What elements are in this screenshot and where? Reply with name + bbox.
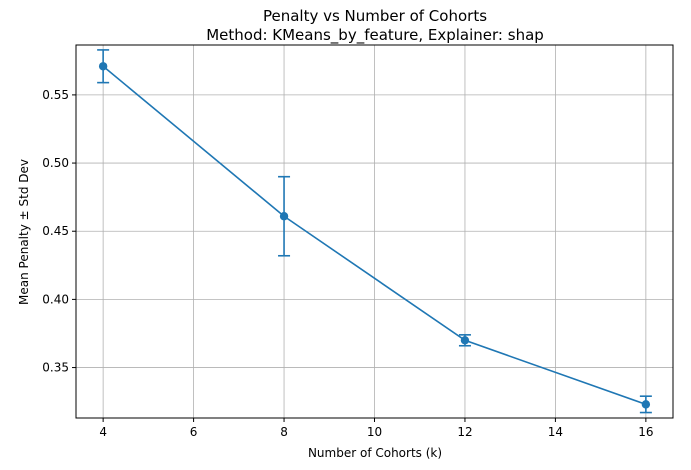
y-tick-label: 0.45 bbox=[42, 224, 69, 238]
chart-title: Penalty vs Number of Cohorts bbox=[263, 7, 487, 25]
data-point bbox=[460, 336, 470, 345]
data-point bbox=[641, 400, 651, 409]
x-tick-label: 14 bbox=[548, 425, 563, 439]
x-tick-label: 6 bbox=[190, 425, 198, 439]
y-axis-label: Mean Penalty ± Std Dev bbox=[17, 159, 31, 305]
y-tick-label: 0.55 bbox=[42, 88, 69, 102]
x-tick-label: 12 bbox=[457, 425, 472, 439]
series-layer bbox=[97, 49, 652, 414]
y-tick-label: 0.40 bbox=[42, 292, 69, 306]
data-point bbox=[98, 62, 108, 71]
x-tick-label: 10 bbox=[367, 425, 382, 439]
chart-subtitle: Method: KMeans_by_feature, Explainer: sh… bbox=[206, 26, 544, 45]
data-point bbox=[279, 212, 289, 221]
x-tick-label: 16 bbox=[638, 425, 653, 439]
grid bbox=[76, 45, 673, 418]
series-line bbox=[102, 65, 647, 406]
y-tick-label: 0.50 bbox=[42, 156, 69, 170]
y-axis: 0.35 0.40 0.45 0.50 0.55 bbox=[42, 88, 76, 375]
x-axis: 4 6 8 10 12 14 16 bbox=[99, 418, 654, 439]
x-axis-label: Number of Cohorts (k) bbox=[308, 446, 442, 460]
y-tick-label: 0.35 bbox=[42, 361, 69, 375]
x-tick-label: 4 bbox=[99, 425, 107, 439]
x-tick-label: 8 bbox=[280, 425, 288, 439]
